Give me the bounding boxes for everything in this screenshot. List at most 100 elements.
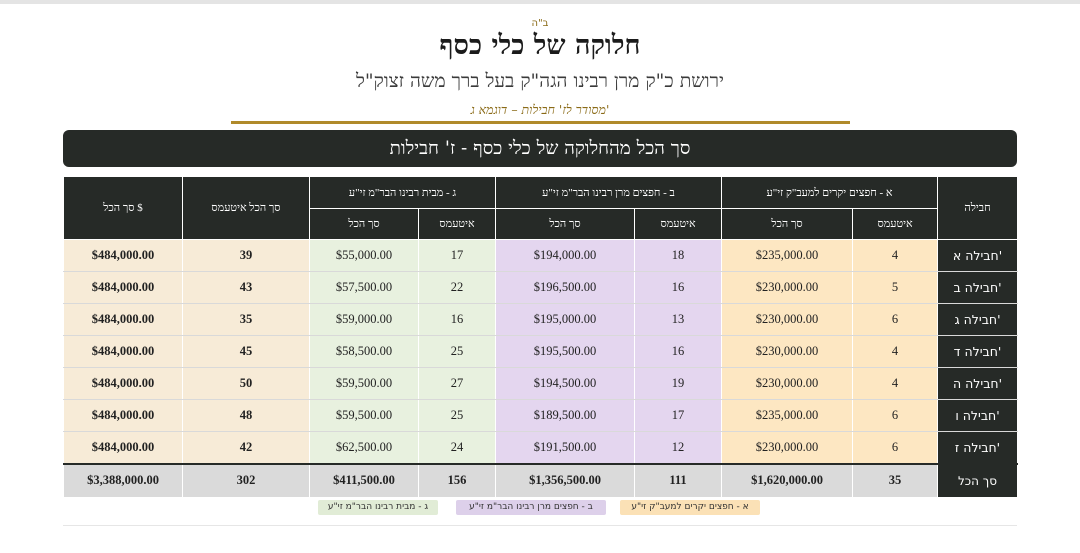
- distribution-table: סך הכל $ סך הכל איטעמס ג - מבית רבינו הב…: [63, 176, 1019, 498]
- row-items-total: 45: [182, 335, 310, 368]
- row-b-total: $194,500.00: [495, 367, 635, 400]
- summary-banner: סך הכל מהחלוקה של כלי כסף - ז' חבילות: [63, 130, 1017, 167]
- row-items-total: 39: [182, 239, 310, 272]
- row-a-items: 4: [852, 239, 939, 272]
- header-total-items: סך הכל איטעמס: [182, 176, 310, 240]
- table-row: $484,000.00 45 $58,500.00 25 $195,500.00…: [63, 335, 1019, 368]
- totals-b-items: 111: [633, 462, 723, 498]
- bh-mark: ב"ה: [531, 18, 549, 29]
- header-g-items: איטעמס: [418, 208, 496, 240]
- legend: ג - מבית רבינו הבר"מ זי"ע ב - חפצים מרן …: [0, 500, 1080, 516]
- top-border: [0, 0, 1080, 4]
- row-g-items: 22: [418, 271, 496, 304]
- table-row: $484,000.00 42 $62,500.00 24 $191,500.00…: [63, 431, 1019, 464]
- totals-b-total: $1,356,500.00: [495, 462, 635, 498]
- totals-dollar: $3,388,000.00: [63, 462, 183, 498]
- row-b-total: $195,500.00: [495, 335, 635, 368]
- row-a-items: 6: [852, 431, 939, 464]
- row-g-items: 16: [418, 303, 496, 336]
- row-b-items: 19: [633, 367, 723, 400]
- row-a-total: $230,000.00: [721, 367, 854, 400]
- bottom-divider: [63, 525, 1017, 526]
- totals-row: $3,388,000.00 302 $411,500.00 156 $1,356…: [63, 462, 1019, 498]
- header-a-items: איטעמס: [852, 208, 939, 240]
- row-a-total: $235,000.00: [721, 239, 854, 272]
- row-dollar-total: $484,000.00: [63, 399, 183, 432]
- gold-divider: [231, 121, 850, 124]
- row-items-total: 48: [182, 399, 310, 432]
- row-b-total: $191,500.00: [495, 431, 635, 464]
- row-dollar-total: $484,000.00: [63, 431, 183, 464]
- header-b-total: סך הכל: [495, 208, 635, 240]
- row-a-items: 5: [852, 271, 939, 304]
- row-g-items: 24: [418, 431, 496, 464]
- row-a-total: $230,000.00: [721, 271, 854, 304]
- totals-items: 302: [182, 462, 310, 498]
- row-dollar-total: $484,000.00: [63, 303, 183, 336]
- row-g-total: $55,000.00: [309, 239, 419, 272]
- row-g-total: $59,500.00: [309, 399, 419, 432]
- totals-a-total: $1,620,000.00: [721, 462, 854, 498]
- header-group-g: ג - מבית רבינו הבר"מ זי"ע: [309, 176, 496, 209]
- row-g-total: $59,500.00: [309, 367, 419, 400]
- row-g-items: 25: [418, 399, 496, 432]
- legend-group-a: א - חפצים יקרים למעב"ק זי"ע: [620, 500, 760, 515]
- row-g-items: 27: [418, 367, 496, 400]
- row-b-items: 17: [633, 399, 723, 432]
- legend-group-b: ב - חפצים מרן רבינו הבר"מ זי"ע: [456, 500, 606, 515]
- row-package-name: חבילה ב': [937, 271, 1019, 304]
- row-package-name: חבילה א': [937, 239, 1019, 272]
- header-a-total: סך הכל: [721, 208, 854, 240]
- row-package-name: חבילה ה': [937, 367, 1019, 400]
- row-package-name: חבילה ד': [937, 335, 1019, 368]
- row-b-total: $189,500.00: [495, 399, 635, 432]
- row-a-total: $230,000.00: [721, 335, 854, 368]
- row-a-items: 4: [852, 367, 939, 400]
- header-b-items: איטעמס: [633, 208, 723, 240]
- row-dollar-total: $484,000.00: [63, 239, 183, 272]
- row-dollar-total: $484,000.00: [63, 367, 183, 400]
- row-g-items: 25: [418, 335, 496, 368]
- row-package-name: חבילה ו': [937, 399, 1019, 432]
- header-total-dollar: סך הכל $: [63, 176, 183, 240]
- totals-label: סך הכל: [937, 462, 1019, 498]
- header-package: חבילה: [937, 176, 1019, 240]
- row-b-total: $195,000.00: [495, 303, 635, 336]
- row-items-total: 42: [182, 431, 310, 464]
- row-b-items: 16: [633, 271, 723, 304]
- page-title: חלוקה של כלי כסף: [439, 30, 641, 61]
- row-items-total: 50: [182, 367, 310, 400]
- header-g-total: סך הכל: [309, 208, 419, 240]
- row-g-total: $62,500.00: [309, 431, 419, 464]
- row-a-total: $230,000.00: [721, 431, 854, 464]
- page-subtitle: ירושת כ"ק מרן רבינו הגה"ק בעל ברך משה זצ…: [356, 70, 724, 92]
- row-package-name: חבילה ז': [937, 431, 1019, 464]
- row-a-total: $235,000.00: [721, 399, 854, 432]
- row-g-total: $59,000.00: [309, 303, 419, 336]
- row-g-total: $58,500.00: [309, 335, 419, 368]
- row-items-total: 43: [182, 271, 310, 304]
- page-note: מסודר לז' חבילות – דוגמא ג': [470, 102, 610, 117]
- row-dollar-total: $484,000.00: [63, 271, 183, 304]
- row-package-name: חבילה ג': [937, 303, 1019, 336]
- row-a-total: $230,000.00: [721, 303, 854, 336]
- totals-g-total: $411,500.00: [309, 462, 419, 498]
- table-row: $484,000.00 43 $57,500.00 22 $196,500.00…: [63, 271, 1019, 304]
- table-row: $484,000.00 48 $59,500.00 25 $189,500.00…: [63, 399, 1019, 432]
- row-b-items: 18: [633, 239, 723, 272]
- row-b-total: $194,000.00: [495, 239, 635, 272]
- row-b-items: 16: [633, 335, 723, 368]
- header-group-b: ב - חפצים מרן רבינו הבר"מ זי"ע: [494, 176, 723, 209]
- row-a-items: 6: [852, 399, 939, 432]
- row-a-items: 4: [852, 335, 939, 368]
- row-a-items: 6: [852, 303, 939, 336]
- row-dollar-total: $484,000.00: [63, 335, 183, 368]
- row-b-items: 12: [633, 431, 723, 464]
- row-b-total: $196,500.00: [495, 271, 635, 304]
- totals-g-items: 156: [418, 462, 496, 498]
- row-g-total: $57,500.00: [309, 271, 419, 304]
- header-group-a: א - חפצים יקרים למעב"ק זי"ע: [721, 176, 939, 209]
- table-row: $484,000.00 39 $55,000.00 17 $194,000.00…: [63, 239, 1019, 272]
- row-g-items: 17: [418, 239, 496, 272]
- totals-a-items: 35: [852, 462, 939, 498]
